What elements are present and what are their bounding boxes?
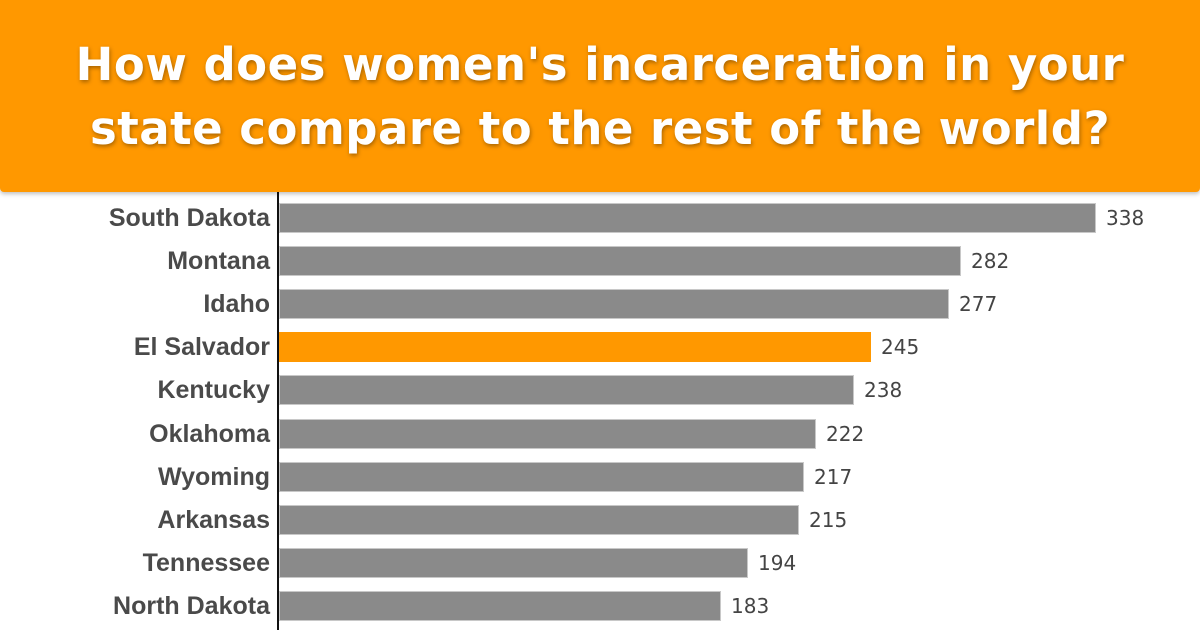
chart-row: North Dakota 183 (0, 591, 1200, 621)
bar (279, 375, 854, 405)
chart-row: Wyoming 217 (0, 462, 1200, 492)
bar (279, 548, 748, 578)
bar (279, 462, 804, 492)
value-label: 277 (959, 292, 998, 316)
chart-row: South Dakota 338 (0, 203, 1200, 233)
category-label: Kentucky (157, 376, 270, 404)
category-label: Tennessee (142, 549, 270, 577)
category-label: Oklahoma (149, 420, 270, 448)
value-label: 282 (971, 249, 1010, 273)
value-label: 338 (1106, 206, 1145, 230)
chart-row: Idaho 277 (0, 289, 1200, 319)
bar (279, 419, 816, 449)
highlighted-bar (279, 332, 871, 362)
category-label: Arkansas (157, 506, 270, 534)
category-label: Montana (167, 247, 270, 275)
chart-row: Montana 282 (0, 246, 1200, 276)
value-label: 183 (731, 594, 770, 618)
chart-row: Oklahoma 222 (0, 419, 1200, 449)
value-label: 245 (881, 335, 920, 359)
bar (279, 591, 721, 621)
value-label: 215 (809, 508, 848, 532)
title-banner: How does women's incarceration in your s… (0, 0, 1200, 192)
bar (279, 289, 949, 319)
category-label: South Dakota (108, 204, 270, 232)
category-label: North Dakota (113, 592, 270, 620)
chart-row: Arkansas 215 (0, 505, 1200, 535)
chart-row: Kentucky 238 (0, 375, 1200, 405)
value-label: 217 (814, 465, 853, 489)
value-label: 194 (758, 551, 797, 575)
chart-title: How does women's incarceration in your s… (75, 38, 1125, 155)
value-label: 238 (864, 378, 903, 402)
bar (279, 246, 961, 276)
value-label: 222 (826, 422, 865, 446)
category-label: Idaho (203, 290, 270, 318)
bar (279, 203, 1096, 233)
category-label: Wyoming (157, 463, 270, 491)
y-axis-line (277, 192, 279, 630)
category-label: El Salvador (133, 333, 270, 361)
chart-row: Tennessee 194 (0, 548, 1200, 578)
chart-row: El Salvador 245 (0, 332, 1200, 362)
bar (279, 505, 799, 535)
